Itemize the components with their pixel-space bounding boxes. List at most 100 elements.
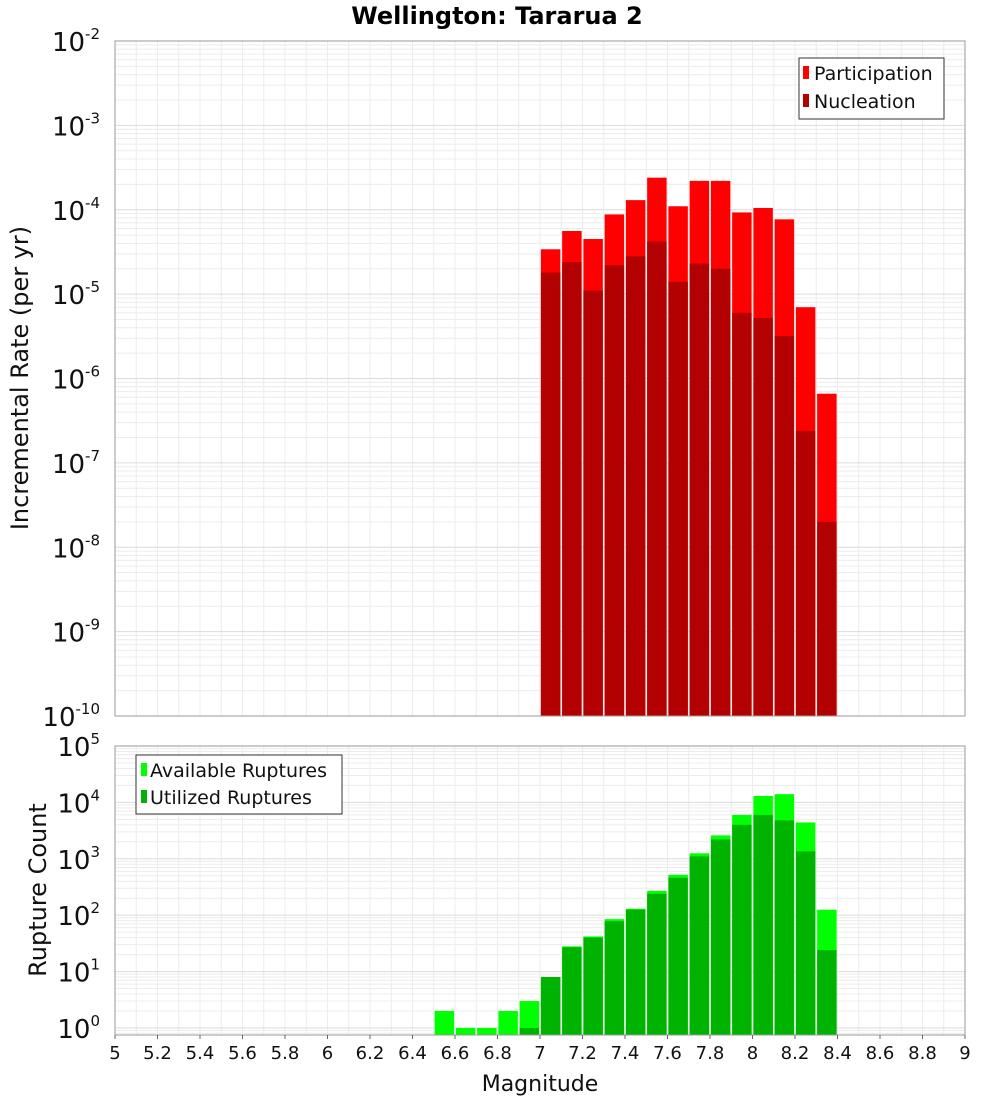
y-tick-exponent: -2	[85, 25, 100, 43]
count-bar-outer	[498, 1010, 518, 1035]
x-tick-label: 7.4	[611, 1043, 640, 1064]
rate-bars	[540, 177, 837, 717]
rate-bar-inner	[668, 281, 688, 716]
rate-bar-inner	[647, 241, 667, 717]
participation-legend-label: Participation	[814, 63, 933, 85]
y-tick-base: 10	[57, 902, 90, 932]
y-tick-label: 101	[57, 956, 100, 989]
available-legend-swatch	[141, 763, 147, 776]
x-tick-label: 9	[959, 1043, 970, 1064]
y-tick-label: 10-10	[42, 700, 100, 733]
count-gridlines	[114, 745, 966, 1035]
rate-legend-box	[798, 57, 945, 120]
y-tick-exponent: 2	[90, 899, 100, 917]
x-tick-label: 7.8	[696, 1043, 725, 1064]
x-tick-label: 6.4	[398, 1043, 427, 1064]
x-tick-label: 5	[109, 1043, 120, 1064]
participation-legend-swatch	[803, 66, 809, 79]
count-x-ticks: 5 5.2 5.4 5.6 5.8 6 6.2 6.4 6.6 6.8 7 7.2 7.4 7.6 7.8 8…	[109, 1035, 971, 1064]
rate-y-axis-label: Incremental Rate (per yr)	[6, 226, 34, 530]
x-tick-label: 8	[747, 1043, 758, 1064]
y-tick-exponent: -3	[85, 109, 100, 127]
rate-bar-inner	[540, 272, 561, 716]
count-bar-inner	[689, 856, 710, 1035]
count-bar-outer	[434, 1010, 455, 1035]
y-tick-base: 10	[52, 534, 85, 564]
rate-bar-inner	[710, 268, 731, 716]
y-tick-base: 10	[52, 112, 85, 142]
rate-bar-inner	[625, 256, 646, 716]
count-bar-inner	[625, 909, 646, 1035]
y-tick-base: 10	[52, 281, 85, 311]
rate-bar-inner	[583, 290, 603, 716]
x-tick-label: 5.4	[186, 1043, 215, 1064]
y-tick-label: 10-2	[52, 25, 100, 58]
x-axis-label: Magnitude	[482, 1072, 599, 1097]
rate-bar-inner	[795, 430, 816, 716]
y-tick-exponent: -6	[85, 363, 100, 381]
x-tick-label: 8.6	[866, 1043, 895, 1064]
rate-bar-inner	[689, 263, 710, 716]
x-tick-label: 8.4	[823, 1043, 852, 1064]
y-tick-base: 10	[52, 619, 85, 649]
count-bar-outer	[455, 1027, 476, 1035]
count-bar-inner	[583, 937, 603, 1035]
count-bar-inner	[562, 947, 582, 1035]
x-tick-label: 5.2	[143, 1043, 172, 1064]
y-tick-exponent: 1	[90, 956, 100, 974]
y-tick-label: 10-6	[52, 363, 100, 396]
x-tick-label: 5.6	[228, 1043, 257, 1064]
rate-bar-inner	[732, 312, 752, 716]
y-tick-base: 10	[42, 703, 75, 733]
y-tick-base: 10	[52, 450, 85, 480]
rate-bar-inner	[604, 265, 625, 716]
y-tick-exponent: 3	[90, 843, 100, 861]
y-tick-label: 100	[57, 1012, 100, 1045]
y-tick-label: 104	[57, 786, 100, 819]
count-bar-inner	[540, 977, 561, 1035]
y-tick-exponent: 0	[90, 1012, 100, 1030]
count-bar-inner	[774, 820, 795, 1035]
x-tick-label: 8.8	[908, 1043, 937, 1064]
rate-legend: Participation Nucleation	[798, 57, 945, 120]
x-tick-label: 7	[534, 1043, 545, 1064]
x-tick-label: 6	[322, 1043, 333, 1064]
y-tick-base: 10	[57, 1015, 90, 1045]
available-legend-label: Available Ruptures	[150, 760, 327, 782]
rate-gridlines	[114, 40, 966, 717]
y-tick-exponent: -5	[85, 278, 100, 296]
y-tick-base: 10	[57, 733, 90, 763]
rate-bar-inner	[774, 335, 795, 716]
y-tick-label: 103	[57, 843, 100, 876]
y-tick-exponent: 5	[90, 730, 100, 748]
count-bar-inner	[732, 824, 752, 1035]
y-tick-label: 105	[57, 730, 100, 763]
y-tick-base: 10	[57, 846, 90, 876]
x-tick-label: 7.2	[568, 1043, 597, 1064]
count-bar-inner	[753, 814, 773, 1035]
y-tick-label: 10-4	[52, 194, 100, 227]
count-bar-inner	[519, 1027, 540, 1035]
rate-bar-inner	[753, 318, 773, 716]
count-legend: Available Ruptures Utilized Ruptures	[135, 754, 343, 815]
x-tick-label: 5.8	[271, 1043, 300, 1064]
count-bars	[434, 794, 837, 1035]
count-bar-inner	[604, 921, 625, 1035]
count-bar-inner	[668, 877, 688, 1035]
y-tick-base: 10	[57, 789, 90, 819]
x-tick-label: 8.2	[781, 1043, 810, 1064]
y-tick-label: 10-8	[52, 531, 100, 564]
x-tick-label: 7.6	[653, 1043, 682, 1064]
y-tick-base: 10	[52, 197, 85, 227]
count-legend-box	[135, 754, 343, 815]
count-bar-inner	[795, 851, 816, 1035]
y-tick-base: 10	[52, 366, 85, 396]
y-tick-exponent: -8	[85, 531, 100, 549]
chart-title: Wellington: Tararua 2	[351, 2, 643, 30]
y-tick-base: 10	[52, 28, 85, 58]
